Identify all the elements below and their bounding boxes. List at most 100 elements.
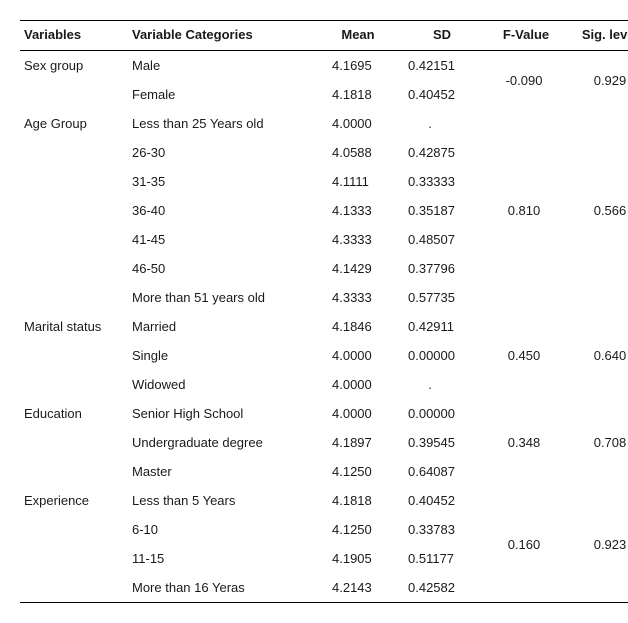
cell-sd: 0.42582 xyxy=(400,573,484,603)
cell-category: Less than 5 Years xyxy=(128,486,316,515)
cell-fvalue-blank xyxy=(484,486,568,515)
cell-variable: Age Group xyxy=(20,109,128,138)
cell-sig-blank xyxy=(568,109,628,196)
cell-category: Master xyxy=(128,457,316,486)
cell-category: Female xyxy=(128,80,316,109)
cell-fvalue-blank xyxy=(484,312,568,341)
cell-mean: 4.1846 xyxy=(316,312,400,341)
cell-variable xyxy=(20,196,128,225)
cell-sd: 0.33783 xyxy=(400,515,484,544)
table-group: ExperienceLess than 5 Years4.18180.40452… xyxy=(20,486,628,603)
table-row: Single4.00000.000000.4500.640 xyxy=(20,341,628,370)
cell-fvalue: 0.348 xyxy=(484,428,568,457)
cell-fvalue-blank xyxy=(484,109,568,196)
cell-variable xyxy=(20,370,128,399)
cell-category: Married xyxy=(128,312,316,341)
cell-sig: 0.708 xyxy=(568,428,628,457)
cell-sd: 0.64087 xyxy=(400,457,484,486)
cell-variable xyxy=(20,544,128,573)
cell-sig: 0.929 xyxy=(568,51,628,110)
cell-mean: 4.2143 xyxy=(316,573,400,603)
cell-variable xyxy=(20,341,128,370)
cell-category: Single xyxy=(128,341,316,370)
cell-category: Senior High School xyxy=(128,399,316,428)
cell-variable xyxy=(20,515,128,544)
cell-mean: 4.1429 xyxy=(316,254,400,283)
cell-sd: 0.42151 xyxy=(400,51,484,81)
cell-mean: 4.0000 xyxy=(316,399,400,428)
cell-fvalue: 0.160 xyxy=(484,515,568,573)
cell-sig-blank xyxy=(568,399,628,428)
cell-fvalue: 0.450 xyxy=(484,341,568,370)
cell-fvalue: 0.810 xyxy=(484,196,568,225)
cell-mean: 4.1333 xyxy=(316,196,400,225)
cell-sd: 0.51177 xyxy=(400,544,484,573)
col-mean: Mean xyxy=(316,21,400,51)
col-categories: Variable Categories xyxy=(128,21,316,51)
cell-sd: 0.42875 xyxy=(400,138,484,167)
table-row: Undergraduate degree4.18970.395450.3480.… xyxy=(20,428,628,457)
table-row: Age GroupLess than 25 Years old4.0000. xyxy=(20,109,628,138)
cell-category: 41-45 xyxy=(128,225,316,254)
cell-sig-blank xyxy=(568,457,628,486)
table-header-row: Variables Variable Categories Mean SD F-… xyxy=(20,21,628,51)
cell-variable xyxy=(20,138,128,167)
cell-sd: 0.33333 xyxy=(400,167,484,196)
cell-mean: 4.1250 xyxy=(316,457,400,486)
cell-variable xyxy=(20,80,128,109)
cell-variable: Education xyxy=(20,399,128,428)
cell-sig: 0.640 xyxy=(568,341,628,370)
cell-category: More than 51 years old xyxy=(128,283,316,312)
cell-sig: 0.923 xyxy=(568,515,628,573)
cell-variable: Experience xyxy=(20,486,128,515)
cell-fvalue-blank xyxy=(484,370,568,399)
cell-mean: 4.3333 xyxy=(316,283,400,312)
cell-sig-blank xyxy=(568,573,628,603)
cell-mean: 4.0000 xyxy=(316,341,400,370)
cell-mean: 4.1111 xyxy=(316,167,400,196)
cell-sd: 0.39545 xyxy=(400,428,484,457)
col-sd: SD xyxy=(400,21,484,51)
cell-variable xyxy=(20,254,128,283)
cell-sig-blank xyxy=(568,312,628,341)
cell-sd: 0.00000 xyxy=(400,341,484,370)
cell-category: Widowed xyxy=(128,370,316,399)
cell-sd: 0.35187 xyxy=(400,196,484,225)
cell-mean: 4.1818 xyxy=(316,80,400,109)
cell-sd: 0.00000 xyxy=(400,399,484,428)
cell-sig-blank xyxy=(568,225,628,312)
cell-mean: 4.1250 xyxy=(316,515,400,544)
table-group: Marital statusMarried4.18460.42911Single… xyxy=(20,312,628,399)
cell-mean: 4.1897 xyxy=(316,428,400,457)
cell-category: 31-35 xyxy=(128,167,316,196)
cell-mean: 4.0000 xyxy=(316,370,400,399)
cell-mean: 4.3333 xyxy=(316,225,400,254)
cell-sd: 0.37796 xyxy=(400,254,484,283)
cell-mean: 4.1818 xyxy=(316,486,400,515)
table-row: 36-404.13330.351870.8100.566 xyxy=(20,196,628,225)
cell-sd: 0.42911 xyxy=(400,312,484,341)
cell-mean: 4.0588 xyxy=(316,138,400,167)
cell-sd: 0.48507 xyxy=(400,225,484,254)
col-fvalue: F-Value xyxy=(484,21,568,51)
table-row: Master4.12500.64087 xyxy=(20,457,628,486)
cell-category: 46-50 xyxy=(128,254,316,283)
table-group: Age GroupLess than 25 Years old4.0000.26… xyxy=(20,109,628,312)
cell-sig-blank xyxy=(568,486,628,515)
table-row: EducationSenior High School4.00000.00000 xyxy=(20,399,628,428)
cell-fvalue-blank xyxy=(484,573,568,603)
cell-category: Male xyxy=(128,51,316,81)
cell-variable xyxy=(20,167,128,196)
cell-sig-blank xyxy=(568,370,628,399)
table-row: More than 16 Yeras4.21430.42582 xyxy=(20,573,628,603)
cell-fvalue: -0.090 xyxy=(484,51,568,110)
cell-fvalue-blank xyxy=(484,399,568,428)
table-row: Marital statusMarried4.18460.42911 xyxy=(20,312,628,341)
cell-fvalue-blank xyxy=(484,457,568,486)
cell-category: More than 16 Yeras xyxy=(128,573,316,603)
cell-variable xyxy=(20,283,128,312)
cell-mean: 4.1695 xyxy=(316,51,400,81)
cell-fvalue-blank xyxy=(484,225,568,312)
cell-sd: 0.40452 xyxy=(400,80,484,109)
cell-variable: Marital status xyxy=(20,312,128,341)
